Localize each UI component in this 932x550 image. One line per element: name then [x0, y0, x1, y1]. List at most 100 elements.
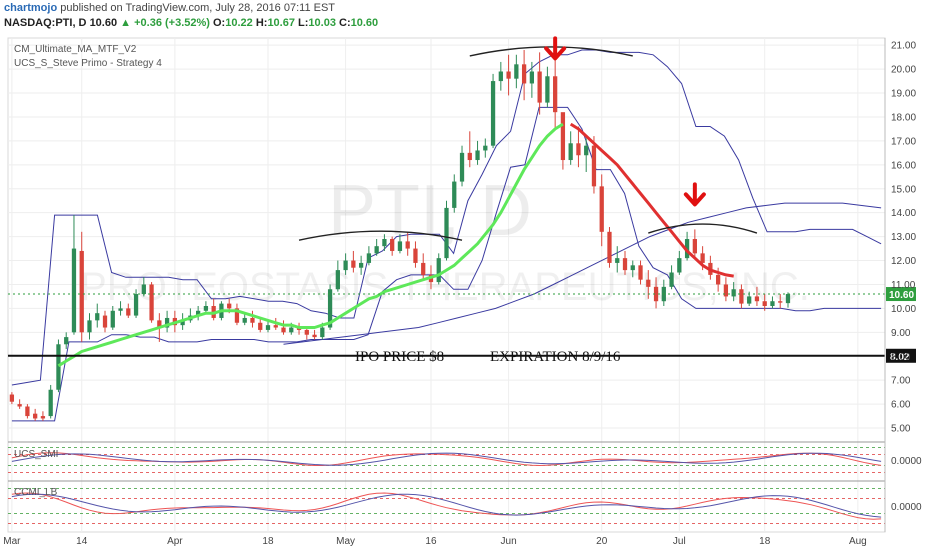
candle-body	[483, 145, 488, 151]
symbol-header: NASDAQ:PTI, D 10.60 ▲ +0.36 (+3.52%) O:1…	[4, 17, 378, 29]
y-tick-label: 15.00	[891, 184, 916, 195]
y-tick-label: 14.00	[891, 208, 916, 219]
candle-body	[265, 325, 271, 330]
sell-arrows	[544, 36, 706, 207]
y-tick-label: 17.00	[891, 136, 916, 147]
y-tick-label: 18.00	[891, 112, 916, 123]
x-tick-label: 18	[759, 536, 771, 547]
pane-smi-label[interactable]: UCS_SMI	[14, 449, 59, 460]
x-tick-label: 20	[596, 536, 608, 547]
published-text: published on TradingView.com, July 28, 2…	[60, 2, 336, 14]
candle-body	[141, 284, 146, 295]
candle-body	[17, 404, 22, 407]
candle-body	[778, 301, 783, 303]
candle-body	[545, 76, 550, 103]
candle-body	[498, 71, 503, 82]
ma-red-line	[569, 122, 734, 278]
x-tick-label: May	[336, 536, 355, 547]
band-lower	[11, 106, 882, 422]
last-price-tag	[886, 287, 916, 302]
candle-body	[739, 289, 744, 304]
candle-body	[584, 145, 589, 156]
candle-body	[40, 416, 46, 419]
candle-body	[304, 329, 309, 335]
x-tick-label: 16	[425, 536, 437, 547]
low-value: 10.03	[308, 17, 336, 29]
pane-value: 0.0000	[891, 502, 922, 513]
candle-body	[374, 246, 379, 254]
candle-body	[48, 389, 53, 417]
y-tick-label: 13.00	[891, 232, 916, 243]
candle-body	[157, 320, 162, 328]
candle-body	[64, 337, 69, 345]
candle-body	[79, 250, 84, 333]
candle-body	[506, 71, 511, 79]
candle-body	[560, 112, 566, 161]
pane-value: 0.0000	[891, 456, 922, 467]
close-label: C:	[339, 17, 351, 29]
candle-body	[591, 145, 597, 187]
candle-body	[273, 325, 278, 328]
y-tick-label: 21.00	[891, 41, 916, 52]
candle-body	[312, 334, 317, 338]
long-ma-line	[283, 202, 882, 345]
indicator-ma-label[interactable]: CM_Ultimate_MA_MTF_V2	[14, 44, 137, 55]
sell-arrow	[683, 182, 706, 207]
candle-body	[95, 313, 100, 321]
indicator-strategy-label[interactable]: UCS_S_Steve Primo - Strategy 4	[14, 58, 162, 69]
candle-body	[281, 327, 286, 333]
y-tick-label: 7.00	[891, 376, 911, 387]
pane-ccmi-label[interactable]: CCMI_LB	[14, 487, 58, 498]
publish-header: chartmojo published on TradingView.com, …	[4, 2, 335, 14]
candle-body	[459, 152, 465, 182]
candle-body	[421, 262, 426, 275]
top-arc	[469, 46, 633, 57]
candle-body	[335, 270, 340, 290]
y-tick-label: 5.00	[891, 424, 911, 435]
low-label: L:	[298, 17, 309, 29]
candle-body	[467, 152, 472, 161]
candle-body	[723, 284, 729, 297]
candle-body	[242, 317, 247, 323]
y-tick-label: 12.00	[891, 256, 916, 267]
symbol-label: NASDAQ:PTI, D	[4, 17, 87, 29]
candle-body	[56, 344, 61, 390]
y-tick-label: 20.00	[891, 65, 916, 76]
author-link[interactable]: chartmojo	[4, 2, 58, 14]
candle-body	[413, 248, 418, 263]
candle-body	[258, 322, 263, 330]
candle-body	[677, 258, 682, 273]
candle-body	[568, 143, 573, 161]
candle-body	[762, 301, 767, 306]
y-tick-label: 9.00	[891, 328, 911, 339]
x-tick-label: Jul	[673, 536, 686, 547]
axes: 5.00 6.00 7.00 8.00 9.00 10.00 11.00 12.00 13.00…	[3, 38, 916, 547]
candle-body	[731, 289, 736, 297]
candle-body	[646, 279, 651, 287]
y-tick-label: 16.00	[891, 160, 916, 171]
candle-body	[149, 284, 154, 321]
candle-body	[405, 241, 410, 249]
x-tick-label: 14	[76, 536, 88, 547]
high-label: H:	[255, 17, 268, 29]
pane-line-a	[11, 492, 882, 520]
candle-body	[118, 308, 123, 311]
y-tick-label: 11.00	[891, 280, 916, 291]
candle-body	[343, 260, 348, 271]
candle-body	[514, 64, 519, 79]
candle-body	[436, 258, 441, 283]
candle-body	[33, 413, 38, 419]
candle-body	[234, 308, 240, 323]
sell-arrow	[544, 36, 567, 61]
candle-body	[71, 248, 77, 333]
last-price-text: 10.60	[889, 290, 914, 301]
candle-body	[452, 181, 457, 208]
y-tick-label: 19.00	[891, 89, 916, 100]
y-tick-label: 6.00	[891, 400, 911, 411]
ma-green-line	[57, 122, 564, 368]
candle-body	[553, 76, 558, 113]
pane-line-b	[11, 493, 882, 518]
candle-body	[785, 294, 791, 304]
ipo-price-label: IPO PRICE $8	[355, 349, 444, 365]
